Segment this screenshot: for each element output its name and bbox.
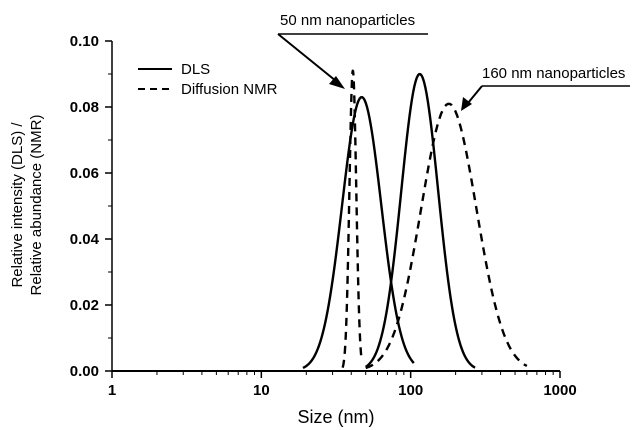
y-tick-label: 0.10 xyxy=(70,33,99,50)
series-0-peak-1 xyxy=(365,72,476,369)
y-axis-title-line-1: Relative intensity (DLS) / xyxy=(9,122,26,288)
x-tick-label: 1 xyxy=(108,382,116,399)
y-axis-title: Relative intensity (DLS) / Relative abun… xyxy=(9,115,45,296)
annotation-50nm-label: 50 nm nanoparticles xyxy=(280,12,415,29)
annotation-50nm-arrowhead xyxy=(329,76,345,89)
legend-dls-label: DLS xyxy=(181,61,210,78)
legend: DLS Diffusion NMR xyxy=(138,61,278,98)
annotation-50nm: 50 nm nanoparticles xyxy=(277,12,428,89)
x-ticks: 1 10 100 1000 xyxy=(108,371,577,399)
series-0-peak-0 xyxy=(302,95,415,370)
y-ticks: 0.00 0.02 0.04 0.06 0.08 0.10 xyxy=(70,33,112,380)
y-tick-label: 0.06 xyxy=(70,165,99,182)
y-tick-label: 0.00 xyxy=(70,363,99,380)
y-tick-label: 0.04 xyxy=(70,231,100,248)
series-layer xyxy=(112,69,560,372)
annotation-50nm-arrow xyxy=(277,33,337,82)
annotation-160nm-arrow xyxy=(467,85,483,104)
series-1-peak-0 xyxy=(341,69,363,369)
x-tick-label: 1000 xyxy=(543,382,576,399)
series-dls xyxy=(302,72,476,370)
series-1-peak-1 xyxy=(365,102,528,370)
x-tick-label: 100 xyxy=(398,382,423,399)
annotation-160nm-label: 160 nm nanoparticles xyxy=(482,65,625,82)
series-diffusion-nmr xyxy=(341,69,528,370)
x-axis-title: Size (nm) xyxy=(297,407,374,427)
annotation-160nm-arrowhead xyxy=(461,97,472,111)
y-tick-label: 0.08 xyxy=(70,99,99,116)
x-tick-label: 10 xyxy=(253,382,270,399)
y-axis-title-line-2: Relative abundance (NMR) xyxy=(28,115,45,296)
legend-nmr-label: Diffusion NMR xyxy=(181,81,278,98)
y-tick-label: 0.02 xyxy=(70,297,99,314)
annotation-160nm: 160 nm nanoparticles xyxy=(461,65,630,111)
